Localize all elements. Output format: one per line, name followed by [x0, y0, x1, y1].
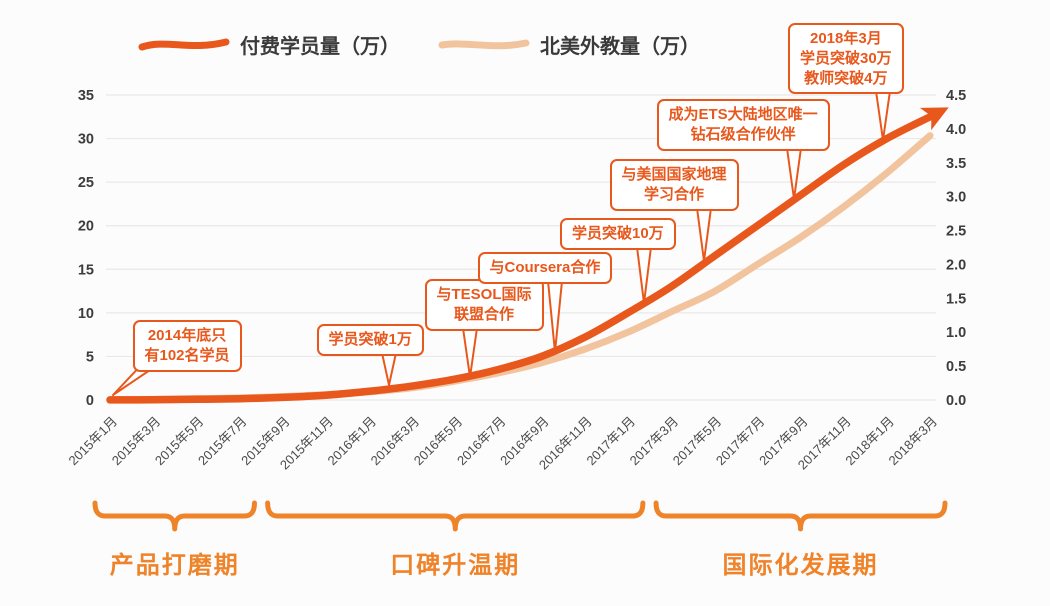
- left-axis-labels: 0 5 10 15 20 25 30 35: [78, 88, 94, 409]
- annotation-line: 有102名学员: [144, 346, 230, 364]
- right-axis-label: 4.5: [946, 88, 966, 104]
- legend-item-teachers: 北美外教量（万）: [438, 30, 700, 59]
- period-brace: [265, 500, 646, 532]
- annotation-tail: [381, 352, 397, 386]
- annotation-tail: [462, 327, 478, 378]
- right-axis-label: 3.5: [946, 156, 966, 172]
- period-label: 国际化发展期: [722, 552, 879, 579]
- teachers-line-swatch: [438, 39, 530, 49]
- annotation-tail: [875, 90, 891, 141]
- annotation-line: 与Coursera合作: [489, 259, 601, 276]
- annotation-line: 与美国国家地理: [621, 166, 727, 183]
- braces-group: [92, 500, 948, 532]
- left-axis-label: 0: [86, 393, 94, 409]
- period-brace: [653, 500, 948, 532]
- chart-legend: 付费学员量（万） 北美外教量（万）: [138, 30, 700, 59]
- annotation-callout: 2014年底只 有102名学员: [132, 320, 242, 372]
- annotation-line: 2018年3月: [809, 30, 882, 47]
- right-axis-label: 0.0: [946, 393, 966, 409]
- annotation-line: 成为ETS大陆地区唯一: [668, 106, 818, 123]
- annotation-line: 联盟合作: [454, 305, 515, 323]
- annotation-tail: [636, 246, 652, 304]
- annotation-line: 钻石级合作伙伴: [690, 125, 796, 143]
- right-axis-label: 2.0: [946, 257, 966, 273]
- paid-students-line-swatch: [138, 38, 230, 50]
- left-axis-label: 10: [78, 306, 94, 322]
- paid-students-curve: [106, 107, 949, 404]
- annotation-line: 学员突破30万: [800, 49, 892, 67]
- period-label: 产品打磨期: [109, 552, 240, 579]
- annotation-callout: 与Coursera合作: [477, 252, 613, 284]
- left-axis-label: 30: [78, 132, 94, 148]
- right-axis-label: 1.0: [946, 325, 966, 341]
- legend-item-paid-students: 付费学员量（万）: [138, 30, 400, 59]
- period-label: 口碑升温期: [390, 552, 521, 579]
- annotation-line: 学员突破1万: [328, 331, 412, 348]
- annotation-tail: [696, 207, 712, 262]
- annotation-tail: [786, 147, 802, 200]
- x-axis-labels: 2015年1月2015年3月2015年5月2015年7月2015年9月2015年…: [66, 414, 941, 473]
- right-axis-label: 3.0: [946, 190, 966, 206]
- right-axis-labels: 0.0 0.5 1.0 1.5 2.0 2.5 3.0 3.5 4.0 4.5: [946, 88, 966, 409]
- annotation-callout: 2018年3月 学员突破30万 教师突破4万: [788, 23, 904, 95]
- annotation-line: 学习合作: [644, 185, 705, 203]
- annotation-callout: 学员突破1万: [316, 324, 424, 356]
- annotation-callout: 成为ETS大陆地区唯一 钻石级合作伙伴: [656, 99, 830, 151]
- right-axis-label: 1.5: [946, 291, 966, 307]
- annotation-callout: 与TESOL国际 联盟合作: [424, 279, 544, 331]
- left-axis-label: 15: [78, 262, 94, 278]
- annotation-tail: [547, 280, 563, 353]
- right-axis-label: 2.5: [946, 224, 966, 240]
- period-brace: [92, 500, 257, 532]
- right-axis-label: 4.0: [946, 122, 966, 138]
- annotation-tail: [112, 368, 153, 396]
- left-axis-label: 5: [86, 349, 94, 365]
- annotation-line: 教师突破4万: [804, 69, 888, 87]
- left-axis-label: 35: [78, 88, 94, 104]
- legend-label-teachers: 北美外教量（万）: [540, 36, 700, 58]
- left-axis-label: 20: [78, 219, 94, 235]
- right-axis-label: 0.5: [946, 359, 966, 375]
- legend-label-paid-students: 付费学员量（万）: [240, 36, 400, 58]
- curves-group: [106, 107, 949, 404]
- left-axis-label: 25: [78, 175, 94, 191]
- annotation-line: 与TESOL国际: [436, 286, 532, 303]
- annotation-line: 2014年底只: [147, 327, 227, 344]
- annotation-callout: 学员突破10万: [560, 218, 676, 250]
- annotation-callout: 与美国国家地理 学习合作: [609, 159, 739, 211]
- annotation-line: 学员突破10万: [572, 225, 664, 242]
